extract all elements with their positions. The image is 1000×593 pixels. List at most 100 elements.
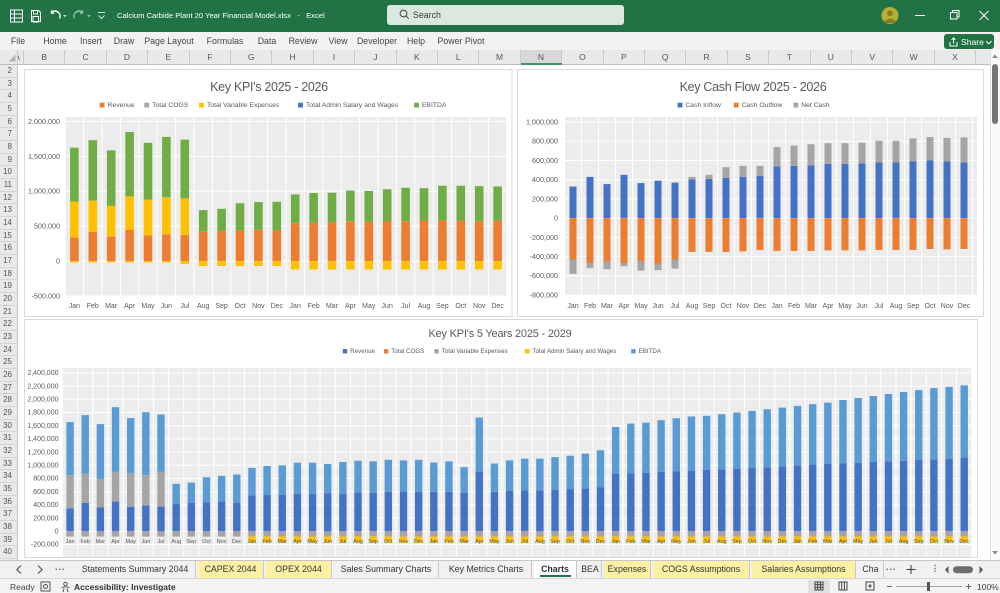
svg-text:Nov: Nov xyxy=(217,539,227,545)
svg-text:-400,000: -400,000 xyxy=(530,252,558,261)
svg-text:Mar: Mar xyxy=(105,303,118,310)
svg-text:Aug: Aug xyxy=(171,539,181,545)
svg-text:Dec: Dec xyxy=(959,539,969,545)
svg-text:Jan: Jan xyxy=(793,539,802,545)
svg-text:1,000,000: 1,000,000 xyxy=(526,117,558,126)
svg-text:Sep: Sep xyxy=(914,539,924,545)
svg-text:Total Admin Salary and Wages: Total Admin Salary and Wages xyxy=(532,348,616,355)
svg-text:Jul: Jul xyxy=(157,539,164,545)
svg-text:Oct: Oct xyxy=(930,539,939,545)
svg-text:Dec: Dec xyxy=(754,303,767,310)
svg-text:Aug: Aug xyxy=(890,303,903,310)
svg-text:-600,000: -600,000 xyxy=(530,271,558,280)
svg-text:Jun: Jun xyxy=(869,539,878,545)
svg-text:Cash Inflow: Cash Inflow xyxy=(685,102,721,109)
svg-text:-500,000: -500,000 xyxy=(32,291,60,300)
svg-text:Jun: Jun xyxy=(323,539,332,545)
svg-text:Sep: Sep xyxy=(186,539,196,545)
svg-text:200,000: 200,000 xyxy=(33,515,58,522)
svg-text:1,400,000: 1,400,000 xyxy=(27,436,58,443)
svg-text:May: May xyxy=(489,539,500,545)
svg-text:0: 0 xyxy=(554,213,558,222)
svg-text:Mar: Mar xyxy=(277,539,287,545)
svg-text:2,200,000: 2,200,000 xyxy=(27,383,58,390)
svg-text:Mar: Mar xyxy=(326,303,339,310)
svg-text:Jul: Jul xyxy=(521,539,528,545)
svg-text:Jun: Jun xyxy=(652,303,663,310)
svg-text:1,800,000: 1,800,000 xyxy=(27,410,58,417)
svg-text:Nov: Nov xyxy=(762,539,772,545)
svg-text:-200,000: -200,000 xyxy=(31,542,59,549)
svg-text:Oct: Oct xyxy=(455,303,466,310)
svg-text:Oct: Oct xyxy=(202,539,211,545)
svg-text:Oct: Oct xyxy=(566,539,575,545)
svg-text:Jan: Jan xyxy=(290,303,301,310)
svg-text:Sep: Sep xyxy=(215,303,228,310)
svg-text:Jan: Jan xyxy=(66,539,75,545)
svg-text:1,000,000: 1,000,000 xyxy=(27,463,58,470)
svg-text:Apr: Apr xyxy=(475,539,484,545)
svg-text:Oct: Oct xyxy=(384,539,393,545)
svg-text:Total Variable Expenses: Total Variable Expenses xyxy=(207,102,280,109)
svg-text:Apr: Apr xyxy=(839,539,848,545)
svg-text:Dec: Dec xyxy=(414,539,424,545)
svg-text:Sep: Sep xyxy=(703,303,716,310)
svg-text:May: May xyxy=(362,303,376,310)
svg-text:1,500,000: 1,500,000 xyxy=(28,151,60,160)
svg-text:Jun: Jun xyxy=(856,303,867,310)
svg-text:Jul: Jul xyxy=(885,539,892,545)
svg-text:Total COGS: Total COGS xyxy=(152,102,189,109)
svg-text:Oct: Oct xyxy=(235,303,246,310)
svg-text:May: May xyxy=(634,303,648,310)
svg-text:Feb: Feb xyxy=(584,303,596,310)
svg-text:0: 0 xyxy=(55,529,59,536)
svg-text:Aug: Aug xyxy=(535,539,545,545)
svg-text:Apr: Apr xyxy=(345,303,357,310)
svg-text:Cash Outflow: Cash Outflow xyxy=(742,102,783,109)
svg-text:Total COGS: Total COGS xyxy=(391,348,424,355)
svg-text:Feb: Feb xyxy=(626,539,635,545)
svg-text:Aug: Aug xyxy=(717,539,727,545)
svg-text:Jun: Jun xyxy=(382,303,393,310)
svg-text:May: May xyxy=(853,539,864,545)
svg-text:Revenue: Revenue xyxy=(350,348,375,355)
svg-text:May: May xyxy=(307,539,318,545)
svg-text:1,200,000: 1,200,000 xyxy=(27,449,58,456)
svg-text:Aug: Aug xyxy=(353,539,363,545)
svg-text:Mar: Mar xyxy=(96,539,106,545)
svg-text:Sep: Sep xyxy=(732,539,742,545)
svg-text:Total Variable Expenses: Total Variable Expenses xyxy=(442,348,508,355)
svg-text:Sep: Sep xyxy=(436,303,449,310)
svg-text:EBITDA: EBITDA xyxy=(639,348,662,355)
svg-text:-800,000: -800,000 xyxy=(530,290,558,299)
svg-text:Jan: Jan xyxy=(429,539,438,545)
svg-text:Apr: Apr xyxy=(619,303,631,310)
svg-text:Jan: Jan xyxy=(611,539,620,545)
svg-text:May: May xyxy=(141,303,155,310)
svg-text:Mar: Mar xyxy=(641,539,651,545)
svg-text:Jun: Jun xyxy=(505,539,514,545)
svg-text:Feb: Feb xyxy=(262,539,271,545)
svg-text:Aug: Aug xyxy=(686,303,699,310)
svg-text:Jul: Jul xyxy=(180,303,189,310)
svg-text:Jan: Jan xyxy=(69,303,80,310)
svg-text:Aug: Aug xyxy=(899,539,909,545)
svg-text:800,000: 800,000 xyxy=(532,136,558,145)
svg-text:Mar: Mar xyxy=(459,539,469,545)
svg-text:Mar: Mar xyxy=(823,539,833,545)
svg-text:Total Admin Salary and Wages: Total Admin Salary and Wages xyxy=(306,102,399,109)
svg-text:Feb: Feb xyxy=(808,539,817,545)
svg-text:Net Cash: Net Cash xyxy=(801,102,830,109)
svg-text:Jun: Jun xyxy=(161,303,172,310)
svg-text:May: May xyxy=(126,539,137,545)
svg-text:Apr: Apr xyxy=(293,539,302,545)
svg-text:2,400,000: 2,400,000 xyxy=(27,370,58,377)
svg-text:Revenue: Revenue xyxy=(108,102,135,109)
svg-text:400,000: 400,000 xyxy=(532,175,558,184)
svg-text:2,000,000: 2,000,000 xyxy=(27,397,58,404)
svg-text:Jan: Jan xyxy=(247,539,256,545)
svg-text:200,000: 200,000 xyxy=(532,194,558,203)
svg-text:Sep: Sep xyxy=(907,303,920,310)
svg-text:Apr: Apr xyxy=(823,303,835,310)
svg-text:Oct: Oct xyxy=(721,303,732,310)
